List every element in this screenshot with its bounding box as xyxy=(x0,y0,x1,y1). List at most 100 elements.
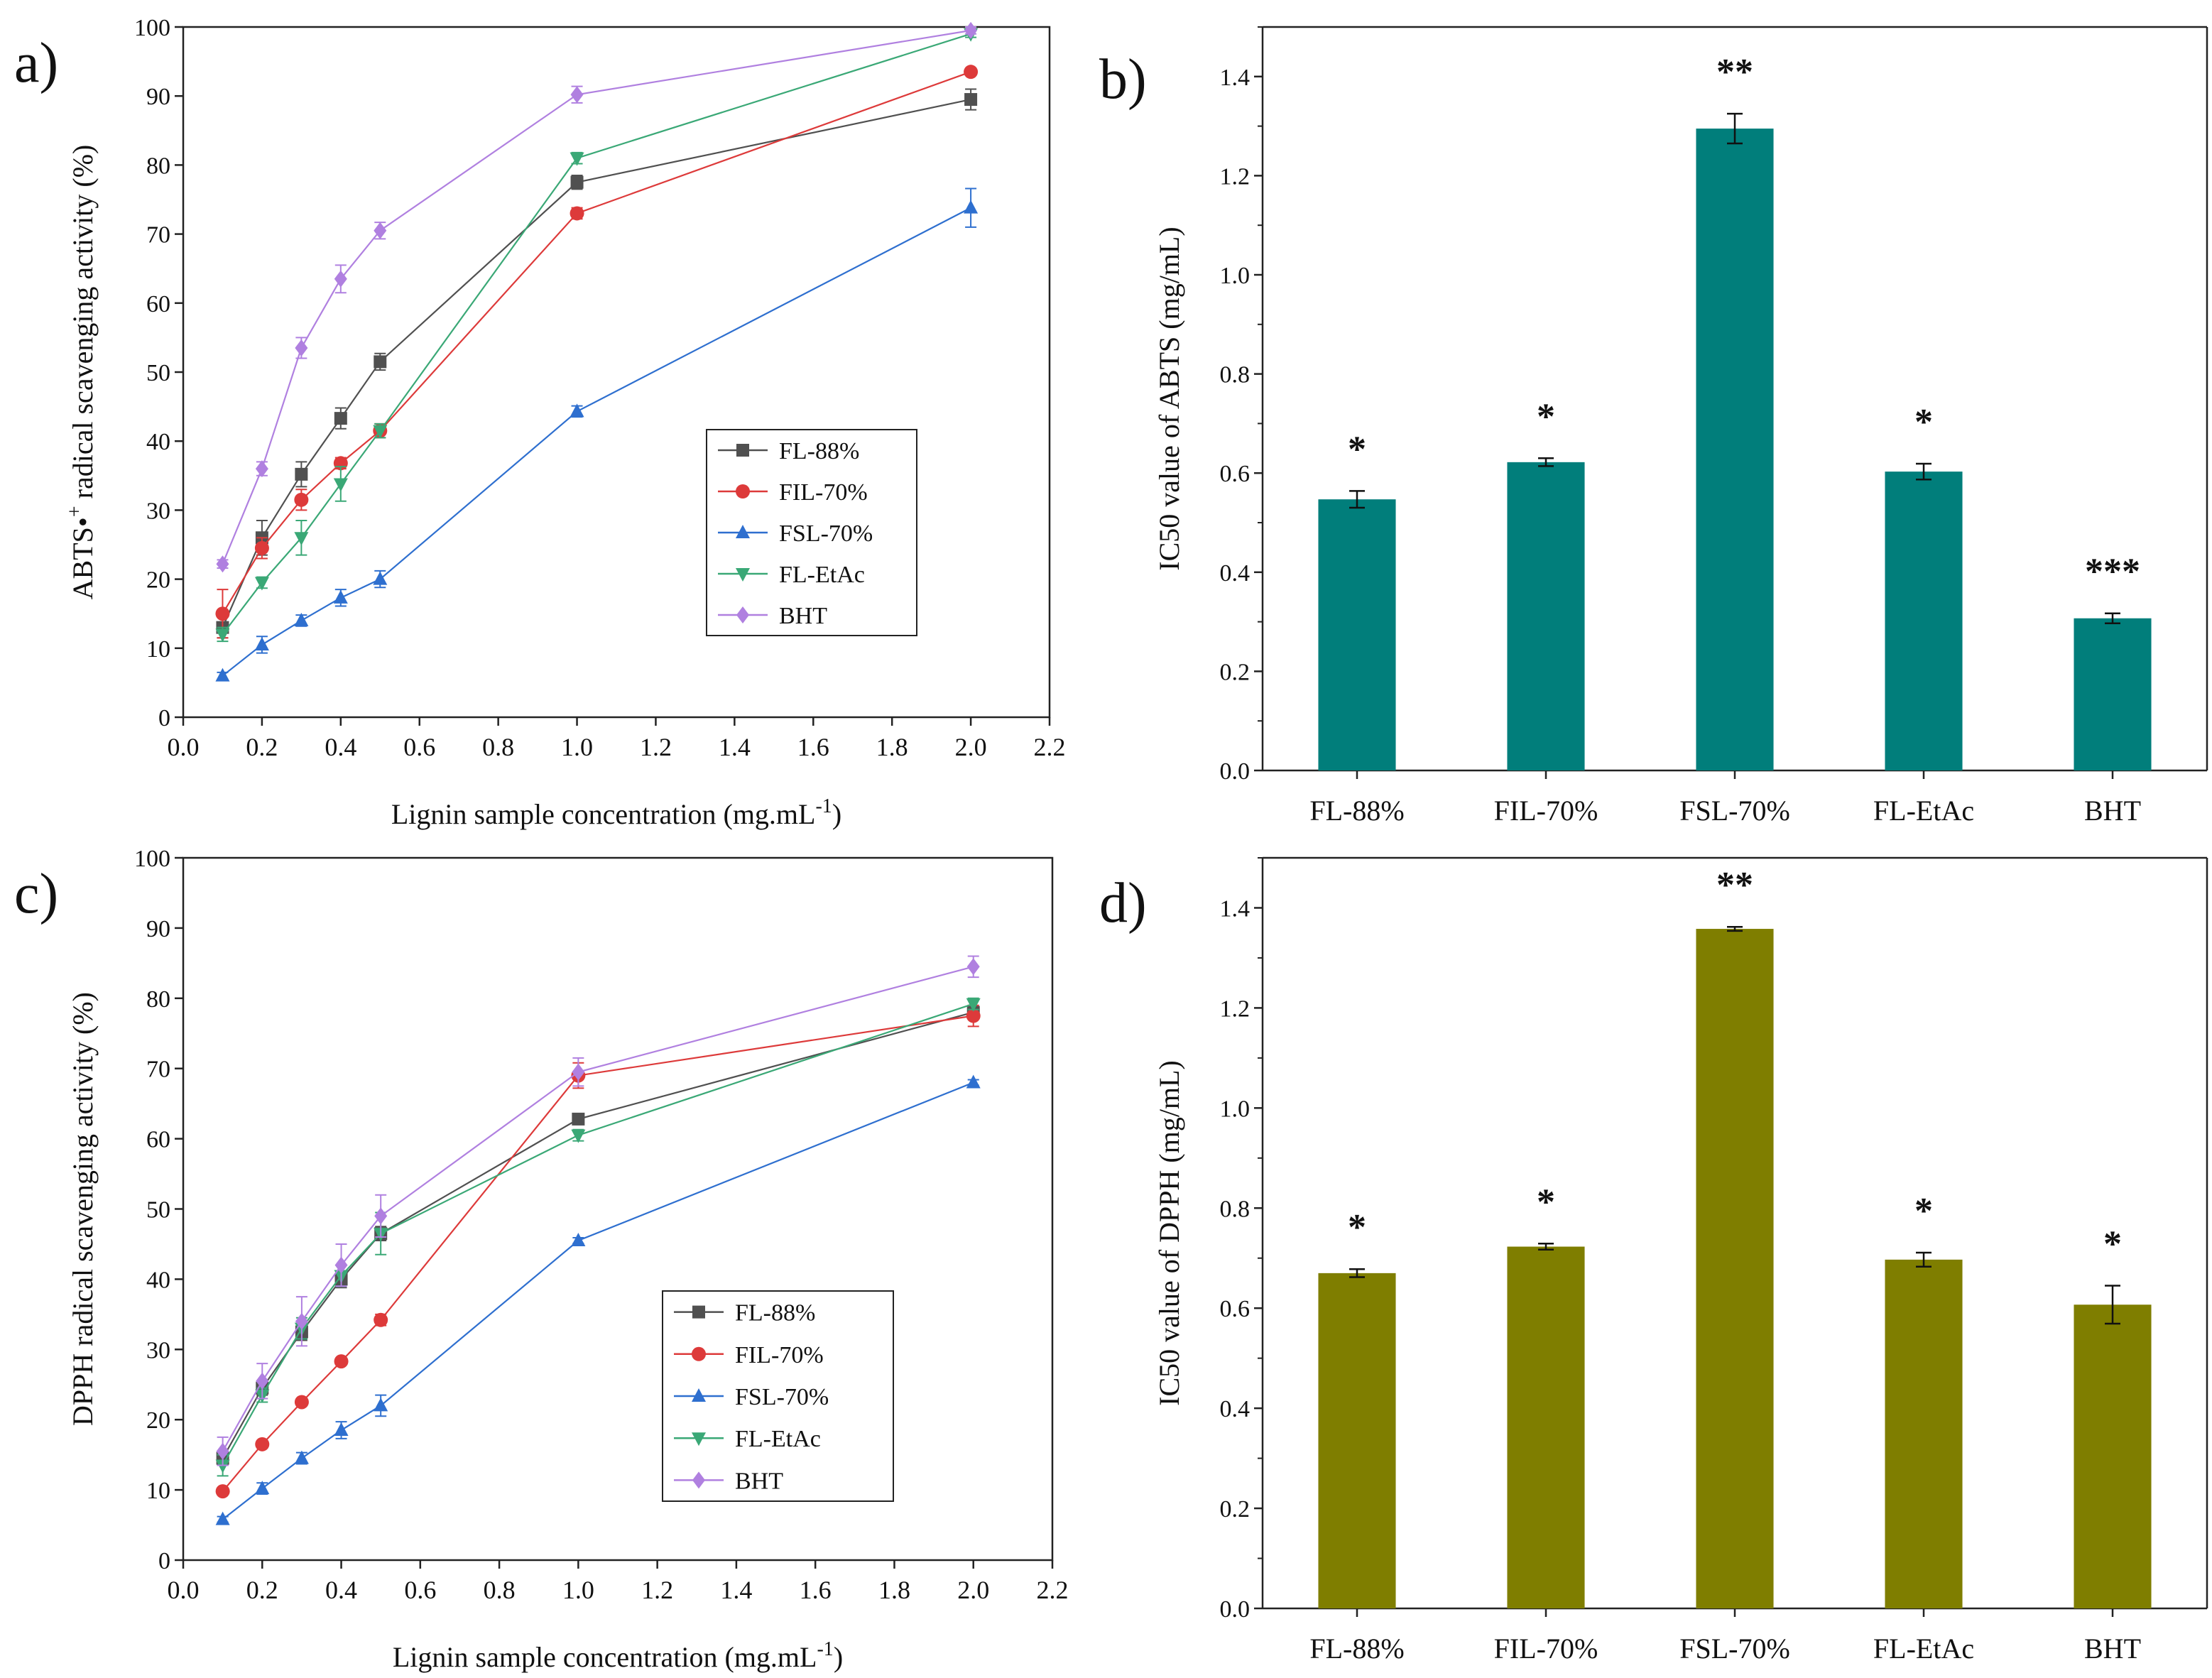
y-axis-label-main: DPPH radical scavenging activity (%) xyxy=(67,992,99,1426)
x-tick-label: 0.2 xyxy=(246,1576,278,1604)
y-tick-label: 40 xyxy=(146,1267,170,1293)
x-tick-label: 1.0 xyxy=(561,733,593,761)
y-tick-label: 1.2 xyxy=(1220,163,1251,190)
series-bht xyxy=(216,955,980,1466)
y-tick-label: 80 xyxy=(146,986,170,1013)
legend-marker xyxy=(736,525,750,538)
category-label: FL-EtAc xyxy=(1873,1633,1974,1665)
bar-fil-70- xyxy=(1507,462,1585,770)
data-point xyxy=(374,1312,388,1327)
data-point xyxy=(572,1063,585,1081)
category-label: FIL-70% xyxy=(1494,795,1598,827)
y-tick-label: 0.0 xyxy=(1220,1596,1251,1623)
data-point xyxy=(255,460,268,478)
y-tick-label: 100 xyxy=(134,846,170,872)
data-point xyxy=(966,958,980,976)
data-point xyxy=(373,571,388,585)
legend: FL-88% FIL-70% FSL-70% FL-EtAc BHT xyxy=(706,429,917,636)
data-point xyxy=(295,1312,308,1330)
y-tick-label: 0.8 xyxy=(1220,1196,1251,1222)
legend-marker xyxy=(736,444,749,457)
x-axis-label-superscript: -1 xyxy=(817,1638,833,1660)
series-fsl-70- xyxy=(215,1074,981,1525)
data-point xyxy=(572,1112,585,1126)
y-tick-label: 1.2 xyxy=(1220,996,1251,1022)
bar-fl-etac xyxy=(1885,1259,1963,1608)
data-point xyxy=(334,270,347,288)
legend-label: FSL-70% xyxy=(735,1384,829,1410)
data-point xyxy=(373,425,388,439)
x-tick-label: 2.0 xyxy=(955,733,987,761)
x-tick-label: 1.6 xyxy=(800,1576,832,1604)
category-label: FL-88% xyxy=(1309,1633,1404,1665)
series-fil-70- xyxy=(215,65,979,639)
data-point xyxy=(294,492,309,507)
data-point xyxy=(215,1511,230,1525)
legend: FL-88% FIL-70% FSL-70% FL-EtAc BHT xyxy=(662,1290,894,1502)
x-tick-label: 1.2 xyxy=(640,733,672,761)
series-fsl-70- xyxy=(215,187,979,682)
data-point xyxy=(294,612,309,626)
significance-label: * xyxy=(1348,429,1366,469)
y-axis-label-rest: radical scavenging activity (%) xyxy=(67,145,99,506)
significance-label: * xyxy=(1348,1207,1366,1248)
y-axis-label-main: ABTS• xyxy=(67,517,99,599)
category-label: FIL-70% xyxy=(1494,1633,1598,1665)
data-point xyxy=(215,1484,230,1499)
data-point xyxy=(216,555,229,573)
significance-label: * xyxy=(2103,1224,2122,1264)
legend-marker xyxy=(692,1305,705,1319)
y-tick-label: 1.4 xyxy=(1220,65,1251,91)
x-tick-label: 1.0 xyxy=(562,1576,594,1604)
bar-fl-88- xyxy=(1318,499,1396,770)
y-axis-label: IC50 value of ABTS (mg/mL) xyxy=(1153,227,1185,570)
data-point xyxy=(216,1442,229,1460)
legend-label: FIL-70% xyxy=(735,1342,824,1368)
y-tick-label: 60 xyxy=(146,1127,170,1153)
legend-marker xyxy=(736,606,749,623)
data-point xyxy=(334,1422,349,1437)
data-point xyxy=(571,1129,586,1143)
significance-label: *** xyxy=(2085,552,2140,592)
x-tick-label: 0.4 xyxy=(325,733,356,761)
panel-b-abts-ic50-bar-chart: b) 0.0 0.2 0.4 0.6 0.8 1.0 1.2 1.4 IC50 value of … xyxy=(1099,26,2208,827)
y-axis-label-superscript: + xyxy=(64,506,86,517)
bar-fil-70- xyxy=(1507,1246,1585,1608)
y-tick-label: 50 xyxy=(146,1197,170,1224)
data-point xyxy=(570,403,584,418)
y-tick-label: 0.8 xyxy=(1220,362,1251,388)
y-tick-label: 50 xyxy=(146,360,170,386)
category-label: FSL-70% xyxy=(1679,795,1790,827)
y-tick-label: 0.2 xyxy=(1220,659,1251,685)
bar-fsl-70- xyxy=(1696,129,1774,771)
y-tick-label: 60 xyxy=(146,291,170,317)
data-point xyxy=(570,86,584,104)
legend-marker xyxy=(692,1471,705,1489)
legend-label: BHT xyxy=(779,603,827,629)
legend-marker xyxy=(692,1388,706,1402)
y-tick-label: 100 xyxy=(134,15,170,41)
x-tick-label: 0.0 xyxy=(168,1576,200,1604)
y-tick-label: 30 xyxy=(146,498,170,524)
data-point xyxy=(374,222,387,239)
data-point xyxy=(966,998,981,1012)
y-tick-label: 0 xyxy=(158,705,170,731)
x-tick-label: 0.8 xyxy=(484,1576,516,1604)
bar-bht xyxy=(2074,1304,2152,1608)
x-tick-label: 1.2 xyxy=(641,1576,673,1604)
legend-marker xyxy=(736,568,750,582)
bar-fl-88- xyxy=(1318,1273,1396,1608)
x-tick-label: 0.4 xyxy=(325,1576,357,1604)
data-point xyxy=(374,355,387,369)
data-point xyxy=(294,532,309,546)
x-tick-label: 0.0 xyxy=(168,733,200,761)
x-axis-label: Lignin sample concentration (mg.mL-1) xyxy=(391,795,841,830)
x-tick-label: 2.2 xyxy=(1034,733,1066,761)
y-axis-label: ABTS•+ radical scavenging activity (%) xyxy=(64,145,99,600)
y-tick-label: 40 xyxy=(146,429,170,455)
data-point xyxy=(334,1354,349,1369)
data-point xyxy=(334,412,347,425)
x-tick-label: 0.6 xyxy=(404,1576,436,1604)
x-tick-label: 2.2 xyxy=(1037,1576,1069,1604)
